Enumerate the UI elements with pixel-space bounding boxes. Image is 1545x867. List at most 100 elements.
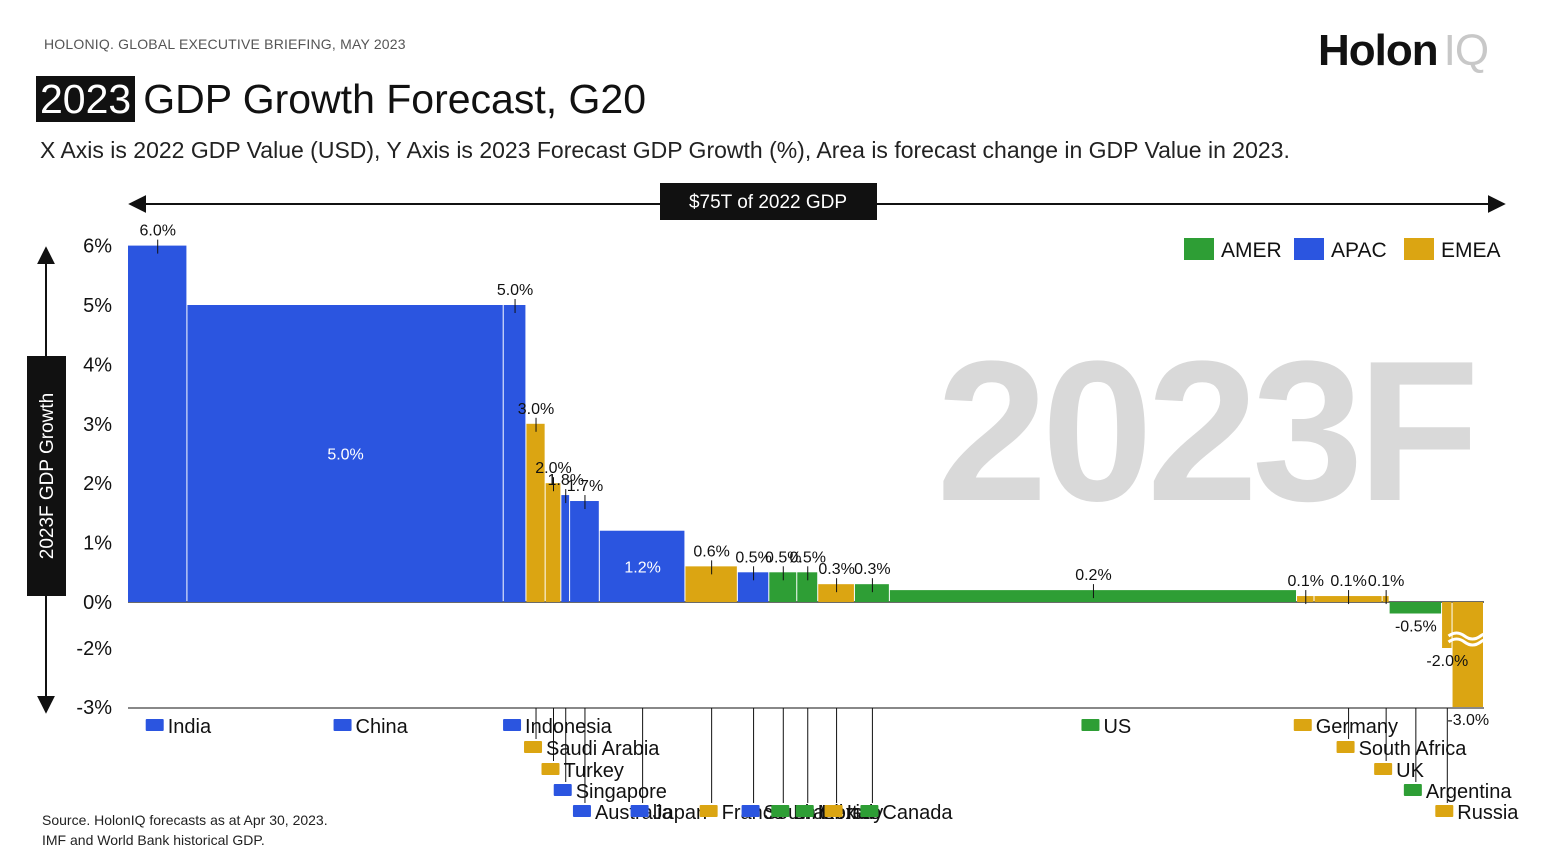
data-label: 0.1% (1330, 573, 1366, 590)
y-tick-label: 3% (83, 414, 112, 436)
data-label: 1.8% (547, 472, 583, 489)
logo-suffix: IQ (1443, 26, 1489, 75)
holoniq-logo: Holon IQ (1318, 26, 1489, 76)
category-label: China (356, 716, 409, 738)
title-text: GDP Growth Forecast, G20 (143, 76, 647, 122)
flag-icon (541, 763, 560, 775)
data-label: 0.5% (765, 549, 801, 566)
data-label: 0.3% (818, 561, 854, 578)
y-tick-label: -3% (76, 697, 112, 719)
bar-singapore (561, 495, 570, 602)
page-title: 2023 GDP Growth Forecast, G20 (36, 76, 646, 123)
data-label: -3.0% (1447, 712, 1489, 729)
data-label: 3.0% (518, 401, 554, 418)
flag-icon (860, 805, 879, 817)
category-label: South Africa (1359, 738, 1468, 760)
flag-icon (553, 784, 572, 796)
category-label: Japan (653, 802, 708, 824)
flag-icon (333, 719, 352, 731)
bar-russia (1442, 602, 1452, 648)
flag-icon (795, 805, 814, 817)
category-label: Canada (882, 802, 953, 824)
legend-swatch-amer (1184, 238, 1214, 260)
y-tick-label: 6% (83, 236, 112, 258)
category-label: Russia (1457, 802, 1519, 824)
chart-subtitle: X Axis is 2022 GDP Value (USD), Y Axis i… (40, 137, 1290, 163)
data-label: 5.0% (497, 282, 533, 299)
y-axis-label-box (27, 356, 66, 596)
category-label: Singapore (576, 781, 667, 803)
axis-break-mark (1447, 637, 1498, 647)
category-label: UK (1396, 760, 1424, 782)
data-label: 0.2% (1075, 567, 1111, 584)
bar-other (1452, 602, 1483, 707)
total-gdp-label: $75T of 2022 GDP (689, 192, 847, 213)
flag-icon (699, 805, 718, 817)
bar-india (128, 245, 187, 602)
flag-icon (1374, 763, 1393, 775)
data-label: 5.0% (327, 447, 363, 464)
watermark-text: 2023F (936, 320, 1473, 543)
axis-break-mark (1447, 631, 1498, 641)
flag-icon (1293, 719, 1312, 731)
y-tick-label: 4% (83, 354, 112, 376)
data-label: 0.5% (735, 549, 771, 566)
y-tick-label: 0% (83, 592, 112, 614)
data-label: 0.1% (1368, 573, 1404, 590)
y-tick-label: -2% (76, 638, 112, 660)
data-label: -2.0% (1426, 653, 1468, 670)
data-label: 0.1% (1288, 573, 1324, 590)
bar-australia (570, 501, 599, 602)
data-label: 0.3% (854, 561, 890, 578)
flag-icon (1081, 719, 1100, 731)
category-label: Germany (1316, 716, 1398, 738)
category-label: South Korea (764, 802, 876, 824)
bar-canada (854, 584, 889, 602)
category-label: Saudi Arabia (546, 738, 660, 760)
category-label: US (1103, 716, 1131, 738)
category-label: India (168, 716, 212, 738)
y-tick-label: 5% (83, 295, 112, 317)
briefing-header: HOLONIQ. GLOBAL EXECUTIVE BRIEFING, MAY … (44, 36, 406, 52)
legend-swatch-emea (1404, 238, 1434, 260)
data-label: -0.5% (1395, 619, 1437, 636)
flag-icon (1336, 741, 1355, 753)
data-label: 2.0% (535, 460, 571, 477)
flag-icon (145, 719, 164, 731)
data-label: 1.2% (624, 559, 660, 576)
flag-icon (771, 805, 790, 817)
category-label: Indonesia (525, 716, 613, 738)
logo-main: Holon (1318, 26, 1439, 75)
flag-icon (524, 741, 543, 753)
data-label: 0.6% (693, 543, 729, 560)
data-label: 6.0% (139, 223, 175, 240)
data-label: 0.5% (790, 549, 826, 566)
y-tick-label: 2% (83, 473, 112, 495)
flag-icon (503, 719, 522, 731)
bar-indonesia (503, 305, 526, 602)
legend-label-emea: EMEA (1441, 239, 1501, 262)
flag-icon (572, 805, 591, 817)
flag-icon (1403, 784, 1422, 796)
title-year: 2023 (36, 76, 136, 122)
bar-china (187, 305, 503, 602)
legend-swatch-apac (1294, 238, 1324, 260)
bar-saudi-arabia (526, 423, 545, 602)
source-line-2: IMF and World Bank historical GDP. (42, 832, 265, 848)
bar-italy (818, 584, 854, 602)
legend-label-apac: APAC (1331, 239, 1387, 262)
flag-icon (741, 805, 760, 817)
flag-icon (824, 805, 843, 817)
source-line-1: Source. HolonIQ forecasts as at Apr 30, … (42, 812, 328, 828)
legend-label-amer: AMER (1221, 239, 1282, 262)
flag-icon (1435, 805, 1454, 817)
bar-turkey (545, 483, 561, 602)
category-label: Turkey (563, 760, 623, 782)
bar-mexico (797, 572, 818, 602)
y-axis-label: 2023F GDP Growth (37, 393, 58, 560)
category-label: Argentina (1426, 781, 1512, 803)
bar-argentina (1389, 602, 1442, 614)
bar-japan (599, 530, 685, 602)
data-label: 1.7% (567, 478, 603, 495)
